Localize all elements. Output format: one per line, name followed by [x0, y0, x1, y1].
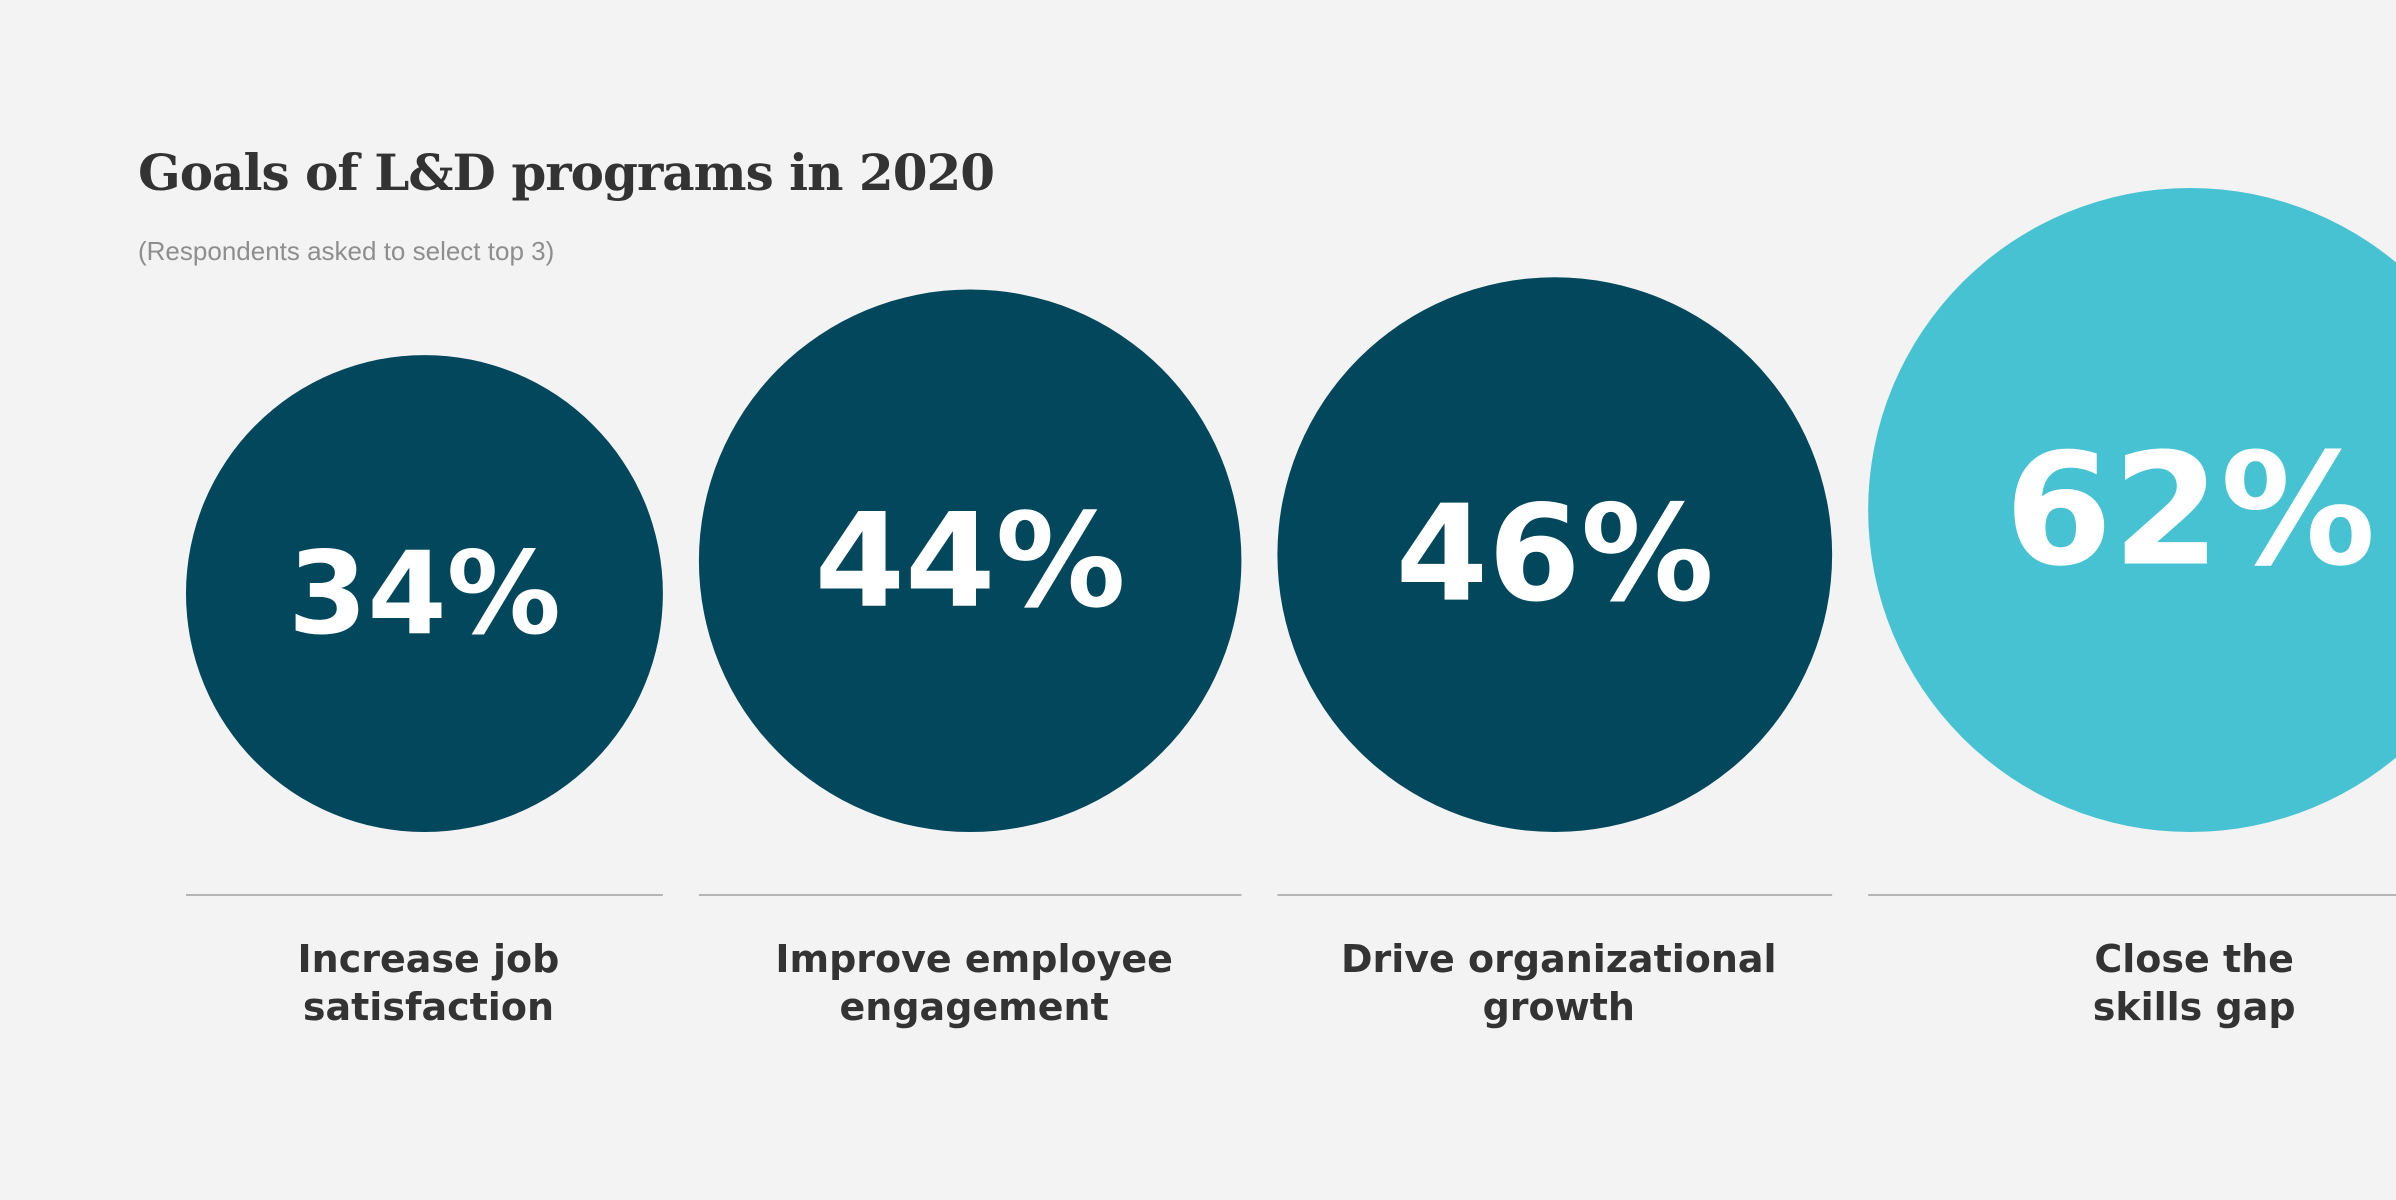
bubble — [185, 355, 663, 832]
bubble-value-label: 46% — [1396, 478, 1714, 632]
bubble-value-label: 44% — [815, 485, 1126, 637]
category-label: engagement — [840, 985, 1109, 1029]
category-label: Improve employee — [775, 937, 1173, 981]
category-label: Drive organizational — [1341, 937, 1777, 981]
category-label: Close the — [2094, 937, 2294, 981]
bubble — [698, 289, 1242, 832]
bubble-value-label: 34% — [288, 527, 561, 660]
bubble-value-label: 62% — [2005, 420, 2376, 601]
bubble — [1277, 277, 1833, 832]
bubble — [1868, 188, 2396, 832]
chart-subtitle: (Respondents asked to select top 3) — [138, 236, 555, 266]
chart-title: Goals of L&D programs in 2020 — [138, 143, 995, 202]
category-label: satisfaction — [303, 985, 554, 1029]
category-label: growth — [1483, 985, 1635, 1029]
category-label: skills gap — [2093, 985, 2296, 1029]
category-label: Increase job — [298, 937, 560, 981]
